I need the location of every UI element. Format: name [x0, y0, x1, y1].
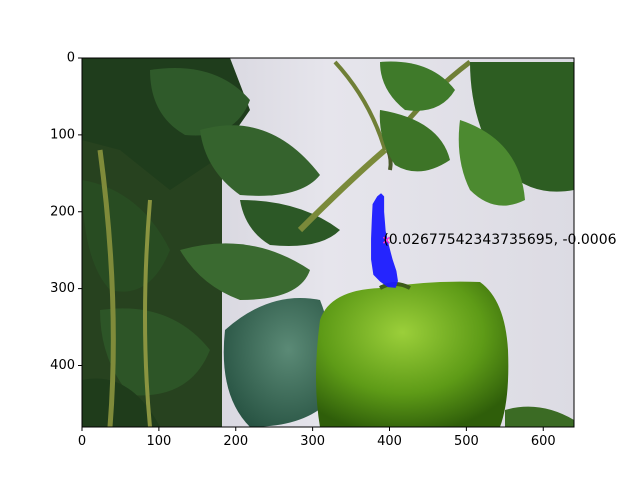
x-tick-label: 600: [531, 434, 556, 449]
y-tick-label: 0: [67, 51, 75, 66]
axes-frame: [81, 57, 575, 428]
plant-photo-image: [82, 58, 574, 427]
y-tick-label: 300: [50, 281, 75, 296]
y-axis-ticks: 0 100 200 300 400: [50, 51, 82, 373]
x-tick-label: 0: [78, 434, 86, 449]
y-tick-label: 100: [50, 127, 75, 142]
x-tick-label: 300: [300, 434, 325, 449]
x-tick-label: 400: [377, 434, 402, 449]
point-marker: [382, 236, 390, 244]
x-tick-label: 200: [223, 434, 248, 449]
x-tick-label: 100: [146, 434, 171, 449]
x-axis-ticks: 0 100 200 300 400 500 600: [78, 427, 556, 449]
y-tick-label: 400: [50, 358, 75, 373]
y-tick-label: 200: [50, 204, 75, 219]
segmentation-mask: [371, 193, 398, 288]
point-marker-stroke: [382, 236, 390, 244]
coordinate-annotation: (0.02677542343735695, -0.0006: [383, 232, 616, 248]
x-tick-label: 500: [454, 434, 479, 449]
